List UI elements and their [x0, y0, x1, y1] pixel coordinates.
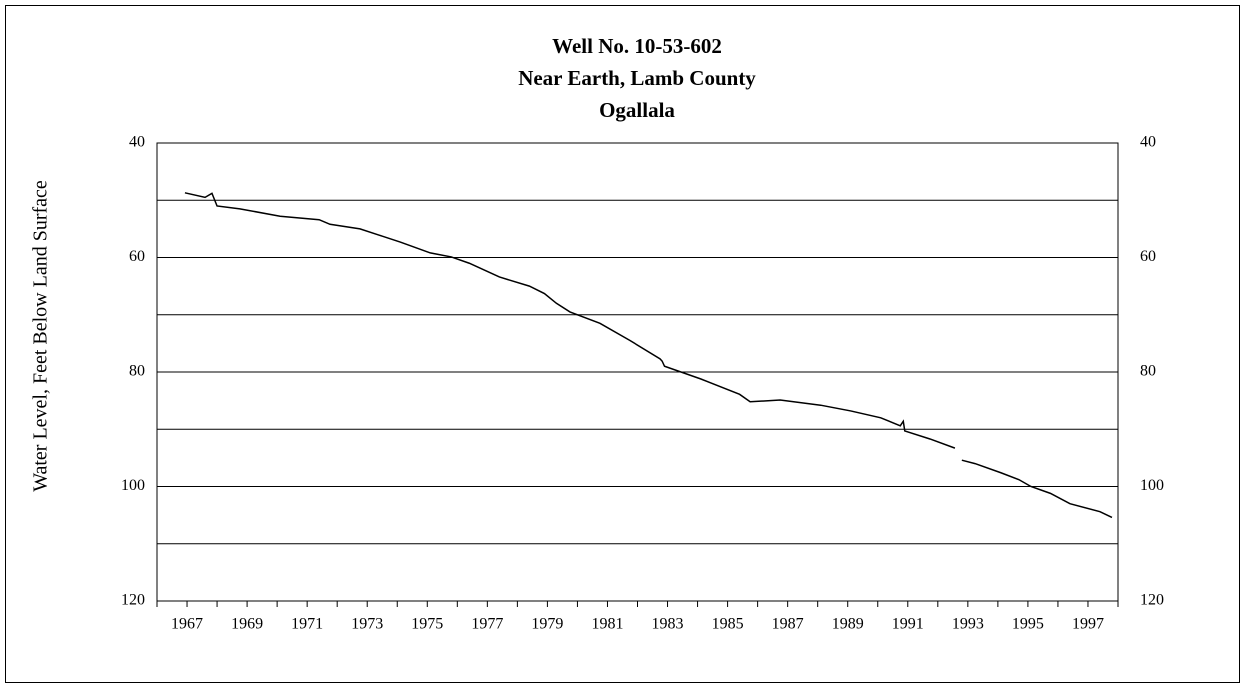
x-tick-label: 1987 [772, 616, 804, 633]
x-tick-label: 1979 [531, 616, 563, 633]
y2-tick-label: 60 [1140, 248, 1156, 265]
x-tick-label: 1973 [351, 616, 383, 633]
y-axis-label: Water Level, Feet Below Land Surface [30, 180, 52, 492]
frame [5, 5, 1240, 683]
data-line [184, 192, 1113, 519]
x-tick-label: 1977 [471, 616, 503, 633]
x-tick-label: 1991 [892, 616, 924, 633]
x-tick-label: 1993 [952, 616, 984, 633]
y-tick-label: 80 [129, 363, 145, 380]
x-tick-label: 1985 [712, 616, 744, 633]
chart-subtitle: Near Earth, Lamb County [518, 66, 756, 90]
y2-tick-label: 120 [1140, 592, 1164, 609]
x-tick-label: 1975 [411, 616, 443, 633]
x-tick-label: 1967 [171, 616, 203, 633]
y2-tick-label: 80 [1140, 363, 1156, 380]
x-tick-label: 1995 [1012, 616, 1044, 633]
y-tick-label: 100 [121, 477, 145, 494]
x-tick-label: 1981 [591, 616, 623, 633]
x-tick-label: 1983 [652, 616, 684, 633]
y-tick-label: 60 [129, 248, 145, 265]
x-tick-label: 1997 [1072, 616, 1104, 633]
chart-subtitle: Ogallala [599, 98, 675, 122]
chart-title: Well No. 10-53-602 [552, 34, 722, 58]
x-tick-label: 1971 [291, 616, 323, 633]
y2-tick-label: 40 [1140, 134, 1156, 151]
y-tick-label: 40 [129, 134, 145, 151]
y-tick-label: 120 [121, 592, 145, 609]
x-tick-label: 1969 [231, 616, 263, 633]
y2-tick-label: 100 [1140, 477, 1164, 494]
x-tick-label: 1989 [832, 616, 864, 633]
